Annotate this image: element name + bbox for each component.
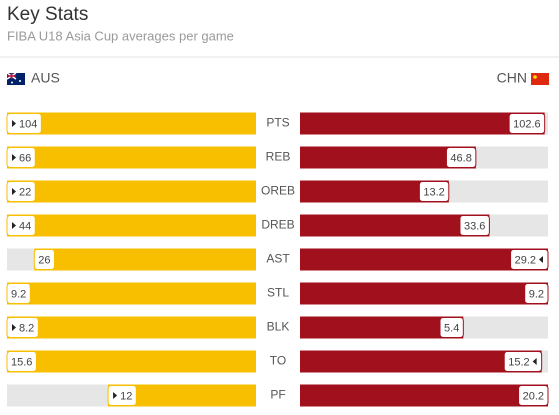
- away-bar: [300, 282, 548, 305]
- home-bar: [7, 282, 256, 305]
- leader-arrow: [12, 324, 16, 331]
- away-bar: [300, 316, 464, 339]
- home-bar: [7, 146, 256, 169]
- home-value-box: [6, 147, 36, 168]
- home-value-box: [6, 181, 36, 202]
- away-flag: [531, 73, 549, 85]
- title: Key Stats: [7, 4, 88, 25]
- home-bar: [7, 214, 256, 237]
- away-bar: [300, 384, 548, 407]
- away-value: 15.2: [508, 356, 529, 368]
- home-value-box: [6, 351, 37, 372]
- away-bar: [300, 214, 490, 237]
- home-value-box: [33, 249, 56, 270]
- away-value-box: [503, 351, 543, 372]
- leader-arrow: [539, 256, 543, 263]
- home-value: 44: [19, 220, 31, 232]
- home-bar: [7, 180, 256, 203]
- home-value: 66: [19, 152, 31, 164]
- away-value-box: [445, 147, 477, 168]
- away-value: 102.6: [513, 118, 541, 130]
- stat-label: DREB: [261, 218, 294, 232]
- leader-arrow: [532, 358, 537, 365]
- home-bar: [7, 350, 256, 373]
- away-team: CHN: [497, 70, 527, 86]
- stat-label: BLK: [267, 320, 290, 334]
- home-value: 22: [19, 186, 31, 198]
- home-value-box: [6, 283, 31, 304]
- home-value-box: [107, 385, 137, 406]
- away-bar: [300, 112, 545, 135]
- away-value-box: [508, 113, 546, 134]
- stat-label: PF: [270, 388, 285, 402]
- away-value-box: [524, 283, 549, 304]
- home-bar: [108, 384, 256, 407]
- home-value: 12: [120, 390, 132, 402]
- away-value: 29.2: [515, 254, 536, 266]
- stat-label: TO: [270, 354, 286, 368]
- leader-arrow: [12, 154, 16, 161]
- home-value: 9.2: [11, 288, 26, 300]
- away-value: 9.2: [529, 288, 544, 300]
- stat-label: PTS: [266, 116, 289, 130]
- home-bar: [34, 248, 256, 271]
- home-value-box: [6, 113, 42, 134]
- away-bar: [300, 180, 449, 203]
- away-value: 5.4: [444, 322, 459, 334]
- away-bar: [300, 350, 542, 373]
- leader-arrow: [12, 222, 16, 229]
- leader-arrow: [12, 120, 16, 127]
- home-bar: [7, 112, 256, 135]
- away-value-box: [459, 215, 490, 236]
- home-value: 8.2: [19, 322, 34, 334]
- away-value-box: [439, 317, 464, 338]
- stat-label: REB: [266, 150, 291, 164]
- home-value-box: [6, 215, 36, 236]
- home-value: 15.6: [11, 356, 32, 368]
- away-bar: [300, 248, 548, 271]
- away-value: 46.8: [450, 152, 471, 164]
- home-flag: [6, 72, 25, 85]
- stat-label: AST: [266, 252, 290, 266]
- home-bar: [7, 316, 256, 339]
- home-value: 104: [19, 118, 37, 130]
- home-value: 26: [38, 254, 50, 266]
- subtitle: FIBA U18 Asia Cup averages per game: [7, 28, 234, 43]
- away-value: 20.2: [523, 390, 544, 402]
- away-bar: [300, 146, 476, 169]
- stat-label: OREB: [261, 184, 295, 198]
- leader-arrow: [12, 188, 16, 195]
- stat-label: STL: [267, 286, 289, 300]
- leader-arrow: [113, 392, 118, 399]
- away-value: 33.6: [464, 220, 485, 232]
- away-value-box: [510, 249, 549, 270]
- away-value: 13.2: [423, 186, 444, 198]
- away-value-box: [418, 181, 450, 202]
- away-value-box: [518, 385, 549, 406]
- home-team: AUS: [31, 70, 60, 86]
- home-value-box: [6, 317, 39, 338]
